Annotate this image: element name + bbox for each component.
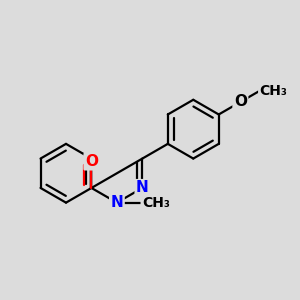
Text: N: N	[110, 195, 123, 210]
Text: O: O	[234, 94, 247, 110]
Text: O: O	[85, 154, 98, 169]
Text: CH₃: CH₃	[260, 84, 287, 98]
Text: N: N	[136, 180, 149, 195]
Text: CH₃: CH₃	[142, 196, 170, 210]
